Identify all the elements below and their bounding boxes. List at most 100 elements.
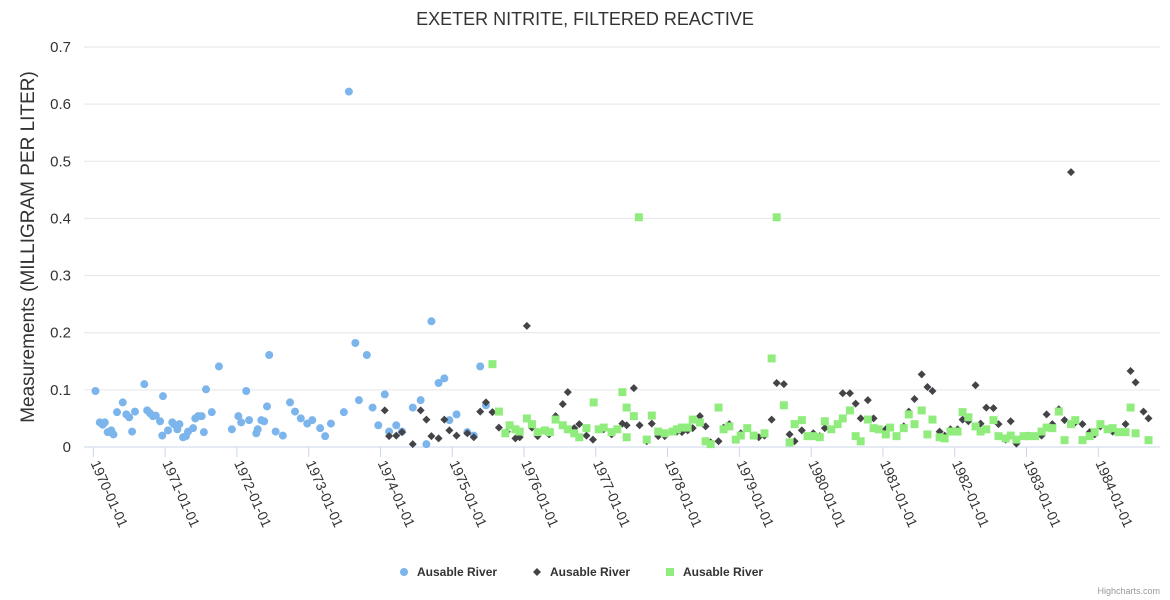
data-point [833, 420, 842, 429]
data-point [982, 425, 991, 434]
data-point [1131, 378, 1140, 387]
data-point [118, 398, 127, 407]
data-point [197, 412, 206, 421]
data-point [452, 410, 461, 419]
data-point [803, 432, 812, 441]
data-point [881, 430, 890, 439]
x-tick-label: 1977-01-01 [590, 458, 634, 530]
data-point [227, 425, 236, 434]
data-point [1054, 407, 1063, 416]
data-point [672, 425, 681, 434]
data-point [989, 416, 998, 425]
data-point [392, 431, 401, 440]
data-point [1096, 420, 1105, 429]
data-point [683, 423, 692, 432]
data-point [767, 415, 776, 424]
data-point [899, 424, 908, 433]
data-point [892, 432, 901, 441]
legend-item-diamond[interactable]: Ausable River [533, 565, 630, 579]
data-point [397, 428, 406, 437]
data-point [1019, 432, 1028, 441]
data-point [749, 431, 758, 440]
data-point [953, 427, 962, 436]
data-point [408, 440, 417, 449]
data-point [476, 407, 485, 416]
y-tick-label: 0.7 [50, 39, 71, 56]
legend-item-square[interactable]: Ausable River [666, 565, 763, 579]
data-point [1066, 420, 1075, 429]
data-point [856, 414, 865, 423]
data-point [260, 417, 269, 426]
data-point [923, 430, 932, 439]
data-point [263, 402, 272, 411]
data-point [501, 429, 510, 438]
data-point [575, 433, 584, 442]
data-point [1024, 432, 1033, 441]
data-point [582, 431, 591, 440]
data-point [946, 427, 955, 436]
x-axis: 1970-01-01 1971-01-01 1972-01-01 1973-01-01… [88, 447, 1136, 530]
data-point [989, 404, 998, 413]
y-tick-label: 0.3 [50, 268, 71, 285]
data-point [91, 387, 100, 395]
x-tick-label: 1981-01-01 [877, 458, 921, 530]
data-point [642, 435, 651, 444]
data-point [1071, 416, 1080, 425]
x-tick-label: 1970-01-01 [88, 458, 132, 530]
data-point [863, 396, 872, 405]
y-tick-label: 0 [63, 439, 71, 456]
data-point [622, 433, 631, 442]
data-point [351, 339, 360, 347]
data-point [175, 420, 184, 429]
data-point [779, 380, 788, 389]
data-point [820, 424, 829, 433]
data-point [629, 384, 638, 393]
data-point [760, 429, 769, 438]
credits-link[interactable]: Highcharts.com [1097, 586, 1160, 596]
data-point [563, 425, 572, 434]
data-point [714, 403, 723, 412]
data-point [917, 370, 926, 379]
data-point [551, 415, 560, 424]
data-point [189, 424, 198, 433]
data-point [527, 420, 536, 429]
data-point [797, 416, 806, 425]
series-circle [91, 87, 490, 449]
data-point [695, 412, 704, 421]
data-point [1001, 434, 1010, 443]
y-axis-label: Measurements (MILLIGRAM PER LITER) [18, 71, 39, 423]
data-point [838, 389, 847, 398]
y-tick-label: 0.1 [50, 382, 71, 399]
data-point [140, 380, 149, 389]
data-point [688, 415, 697, 424]
data-point [128, 427, 137, 436]
y-axis-ticks: 0 0.1 0.2 0.3 0.4 0.5 0.6 0.7 [50, 39, 71, 456]
data-point [321, 432, 330, 441]
data-point [785, 438, 794, 447]
data-point [207, 408, 216, 417]
data-point [199, 428, 208, 437]
data-point [1144, 414, 1153, 423]
y-tick-label: 0.5 [50, 153, 71, 170]
x-tick-label: 1982-01-01 [949, 458, 993, 530]
square-legend-icon [666, 568, 674, 576]
data-point [392, 421, 401, 430]
data-point [935, 433, 944, 442]
data-point [599, 423, 608, 432]
data-point [452, 431, 461, 440]
data-point [706, 440, 715, 449]
data-point [845, 406, 854, 415]
data-point [563, 388, 572, 397]
data-point [488, 408, 497, 417]
data-point [1139, 407, 1148, 416]
data-point [339, 408, 348, 417]
data-point [851, 432, 860, 441]
data-point [570, 429, 579, 438]
data-point [445, 416, 454, 425]
data-point [1126, 403, 1135, 412]
legend-item-circle[interactable]: Ausable River [400, 565, 497, 579]
data-point [910, 395, 919, 403]
data-point [113, 408, 122, 417]
data-point [695, 418, 704, 427]
circle-legend-icon [400, 568, 408, 576]
